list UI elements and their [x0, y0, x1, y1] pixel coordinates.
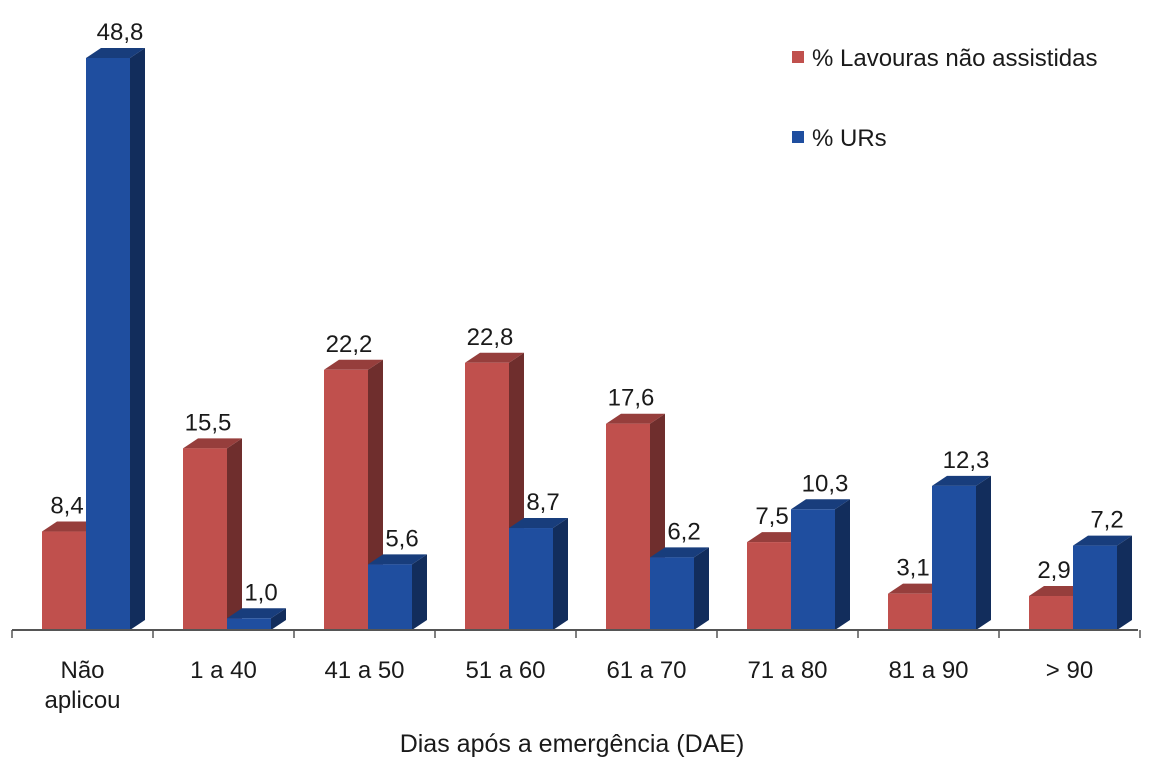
bar-urs-mais-90-side [1117, 535, 1132, 630]
bar-urs-71-a-80 [791, 499, 850, 630]
bar-urs-51-a-60-side [553, 518, 568, 630]
bar-urs-1-a-40-side [271, 608, 286, 630]
bar-urs-61-a-70-front [650, 557, 694, 630]
category-label-81-a-90: 81 a 90 [888, 657, 968, 684]
bar-urs-41-a-50-front [368, 564, 412, 630]
bar-lavouras-1-a-40-front [183, 448, 227, 630]
bar-urs-51-a-60-top [509, 518, 568, 529]
category-label-nao-aplicou: Não aplicou [44, 657, 120, 714]
bar-urs-81-a-90-front [932, 485, 976, 630]
label-urs-71-a-80: 10,3 [802, 470, 849, 497]
legend-swatch-urs [792, 131, 804, 143]
bar-urs-81-a-90 [932, 475, 991, 630]
legend-swatch-lavouras [792, 51, 804, 63]
legend-label-urs: % URs [812, 125, 887, 152]
category-label-61-a-70: 61 a 70 [606, 657, 686, 684]
label-lavouras-41-a-50: 22,2 [326, 331, 373, 358]
label-urs-nao-aplicou: 48,8 [97, 19, 144, 46]
bar-urs-81-a-90-top [932, 475, 991, 486]
bar-lavouras-nao-aplicou-front [42, 531, 86, 630]
bar-urs-1-a-40 [227, 608, 286, 630]
label-lavouras-nao-aplicou: 8,4 [50, 493, 83, 520]
label-urs-61-a-70: 6,2 [667, 518, 700, 545]
category-label-51-a-60: 51 a 60 [465, 657, 545, 684]
bar-urs-71-a-80-top [791, 499, 850, 510]
label-lavouras-1-a-40: 15,5 [185, 409, 232, 436]
bar-urs-mais-90-front [1073, 545, 1117, 630]
category-label-41-a-50: 41 a 50 [324, 657, 404, 684]
bar-urs-51-a-60 [509, 518, 568, 630]
label-lavouras-mais-90: 2,9 [1037, 557, 1070, 584]
bar-lavouras-81-a-90-front [888, 593, 932, 630]
category-labels: Não aplicou 1 a 40 41 a 50 51 a 60 61 a 70 71 … [44, 657, 1093, 714]
bar-urs-1-a-40-top [227, 608, 286, 619]
label-urs-41-a-50: 5,6 [385, 525, 418, 552]
bar-urs-nao-aplicou-side [130, 48, 145, 630]
bar-urs-61-a-70-side [694, 547, 709, 630]
bar-urs-81-a-90-side [976, 475, 991, 630]
bar-urs-nao-aplicou-front [86, 58, 130, 630]
bar-urs-41-a-50-side [412, 554, 427, 630]
bar-urs-1-a-40-front [227, 618, 271, 630]
x-axis [11, 629, 1141, 638]
bar-urs-71-a-80-side [835, 499, 850, 630]
bar-urs-nao-aplicou-top [86, 48, 145, 58]
category-label-71-a-80: 71 a 80 [747, 657, 827, 684]
bar-lavouras-71-a-80-front [747, 542, 791, 630]
label-urs-1-a-40: 1,0 [244, 579, 277, 606]
legend-label-lavouras: % Lavouras não assistidas [812, 45, 1098, 72]
label-lavouras-51-a-60: 22,8 [467, 324, 514, 351]
bar-lavouras-61-a-70-front [606, 423, 650, 630]
bar-lavouras-mais-90-front [1029, 596, 1073, 630]
bar-urs-41-a-50 [368, 554, 427, 630]
bar-lavouras-51-a-60-top [465, 352, 524, 363]
category-label-mais-90: > 90 [1046, 657, 1093, 684]
bar-urs-nao-aplicou [86, 48, 145, 630]
bar-urs-61-a-70 [650, 547, 709, 630]
bar-urs-71-a-80-front [791, 509, 835, 630]
category-label-1-a-40: 1 a 40 [190, 657, 257, 684]
label-urs-51-a-60: 8,7 [526, 489, 559, 516]
bar-urs-61-a-70-top [650, 547, 709, 558]
data-labels: 8,4 48,8 15,5 1,0 22,2 5,6 22,8 8,7 17,6 6,2 7,5 10… [50, 19, 1123, 606]
bar-urs-41-a-50-top [368, 554, 427, 565]
x-axis-title: Dias após a emergência (DAE) [400, 730, 745, 758]
bar-urs-mais-90-top [1073, 535, 1132, 546]
bar-lavouras-1-a-40-side [227, 438, 242, 630]
label-lavouras-61-a-70: 17,6 [608, 385, 655, 412]
label-urs-mais-90: 7,2 [1090, 507, 1123, 534]
label-urs-81-a-90: 12,3 [943, 447, 990, 474]
bar-lavouras-1-a-40 [183, 438, 242, 630]
label-lavouras-81-a-90: 3,1 [896, 555, 929, 582]
bar-lavouras-41-a-50-front [324, 369, 368, 630]
bars-layer [42, 48, 1132, 630]
label-lavouras-71-a-80: 7,5 [755, 503, 788, 530]
bar-lavouras-1-a-40-top [183, 438, 242, 449]
legend: % Lavouras não assistidas % URs [792, 45, 1098, 152]
bar-lavouras-41-a-50-top [324, 359, 383, 370]
bar-urs-mais-90 [1073, 535, 1132, 630]
bar-urs-51-a-60-front [509, 528, 553, 630]
bar-lavouras-61-a-70-top [606, 413, 665, 424]
bar-lavouras-51-a-60-front [465, 362, 509, 630]
